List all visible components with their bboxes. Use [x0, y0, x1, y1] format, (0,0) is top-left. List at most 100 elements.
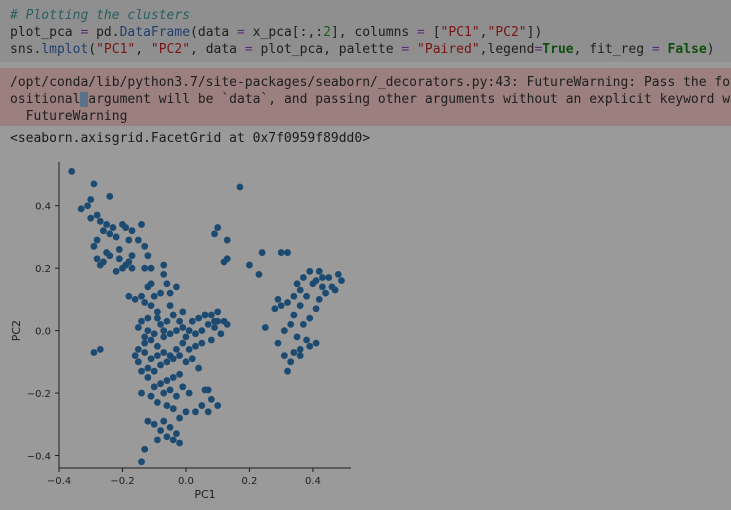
- code-token: pd.: [88, 25, 120, 40]
- scatter-point: [312, 339, 320, 347]
- scatter-point: [163, 433, 171, 441]
- code-token: x_pca[:,:: [244, 25, 324, 40]
- scatter-point: [204, 408, 212, 416]
- scatter-point: [338, 277, 345, 285]
- scatter-point: [87, 196, 95, 203]
- scatter-point: [176, 352, 184, 359]
- y-ticks: 0.4 0.2 0.0 −0.2 −0.4: [27, 202, 59, 463]
- scatter-point: [255, 271, 263, 278]
- scatter-point: [141, 242, 149, 250]
- scatter-point: [284, 367, 291, 375]
- scatter-point: [299, 320, 307, 328]
- code-token: False: [667, 42, 707, 57]
- x-tick-label: 0.2: [241, 476, 257, 487]
- scatter-point: [153, 342, 161, 350]
- code-token: plot_pca: [10, 25, 81, 40]
- stderr-text: argument will be `data`, and passing oth…: [88, 92, 731, 107]
- scatter-point: [90, 180, 98, 188]
- y-tick-label: −0.2: [27, 389, 51, 400]
- scatter-point: [106, 192, 114, 200]
- scatter-point: [299, 274, 307, 281]
- scatter-point: [179, 339, 187, 347]
- scatter-point: [138, 367, 145, 375]
- code-token: "PC1": [96, 42, 136, 57]
- scatter-point: [179, 308, 187, 316]
- scatter-point: [144, 364, 152, 372]
- scatter-point: [306, 342, 314, 350]
- scatter-point: [274, 295, 282, 303]
- scatter-point: [214, 224, 222, 231]
- scatter-point: [147, 355, 155, 363]
- scatter-point: [153, 314, 161, 322]
- scatter-point: [160, 417, 168, 425]
- scatter-point: [134, 324, 142, 331]
- scatter-point: [211, 324, 218, 331]
- scatter-point: [287, 320, 295, 328]
- scatter-point: [90, 349, 98, 356]
- code-token: "Paired": [417, 42, 480, 57]
- x-axis-label: PC1: [194, 488, 215, 501]
- scatter-point: [293, 280, 301, 288]
- scatter-point: [153, 436, 161, 444]
- scatter-point: [141, 349, 149, 356]
- scatter-point: [150, 383, 158, 391]
- scatter-point: [319, 274, 326, 281]
- scatter-point: [277, 302, 285, 310]
- scatter-point: [284, 249, 291, 256]
- scatter-point: [153, 308, 161, 316]
- code-token: =: [534, 42, 543, 57]
- scatter-point: [144, 374, 152, 381]
- scatter-point: [147, 264, 155, 272]
- scatter-point: [128, 264, 136, 272]
- scatter-point: [160, 327, 168, 335]
- scatter-point: [128, 252, 136, 260]
- scatter-point: [166, 330, 174, 338]
- scatter-point: [204, 386, 212, 394]
- scatter-point: [157, 427, 164, 434]
- scatter-point: [103, 221, 111, 228]
- scatter-point: [284, 299, 291, 306]
- scatter-point: [147, 336, 155, 344]
- scatter-point: [150, 367, 158, 375]
- scatter-point: [280, 352, 288, 359]
- scatter-point: [277, 249, 285, 256]
- scatter-point: [217, 330, 225, 338]
- code-token: ], columns: [330, 25, 418, 40]
- scatter-point: [141, 333, 149, 341]
- scatter-point: [214, 317, 222, 325]
- scatter-point: [147, 302, 155, 310]
- scatter-point: [166, 289, 174, 297]
- code-token: sns.: [10, 42, 42, 57]
- code-token: [409, 42, 417, 57]
- scatter-point: [306, 314, 314, 322]
- code-cell[interactable]: # Plotting the clusters plot_pca = pd.Da…: [0, 0, 731, 62]
- scatter-point: [176, 370, 184, 378]
- scatter-point: [322, 289, 330, 297]
- scatter-point: [125, 258, 133, 266]
- scatter-point: [119, 264, 126, 272]
- scatter-point: [169, 374, 177, 381]
- code-token: =: [244, 42, 253, 57]
- code-comment: # Plotting the clusters: [10, 8, 191, 23]
- code-token: "PC2": [150, 42, 191, 57]
- scatter-point: [153, 399, 161, 406]
- scatter-point: [150, 420, 158, 428]
- scatter-point: [112, 233, 120, 241]
- code-token: [660, 42, 668, 57]
- scatter-plot: −0.4 −0.2 0.0 0.2 0.4 0.40.20.0−0.2−0.4 PC1 …: [10, 162, 351, 501]
- scatter-point: [112, 267, 120, 275]
- scatter-point: [179, 324, 187, 331]
- code-token: =: [417, 25, 425, 40]
- scatter-point: [100, 227, 107, 235]
- scatter-point: [188, 317, 196, 325]
- scatter-point: [176, 317, 184, 325]
- y-tick-label: 0.4: [35, 202, 51, 213]
- scatter-point: [160, 333, 168, 341]
- scatter-point: [157, 289, 164, 297]
- code-token: , data: [190, 42, 245, 57]
- scatter-point: [115, 246, 123, 253]
- code-token: ,: [479, 25, 488, 40]
- scatter-point: [223, 236, 231, 244]
- scatter-point: [160, 389, 168, 397]
- scatter-point: [173, 392, 180, 400]
